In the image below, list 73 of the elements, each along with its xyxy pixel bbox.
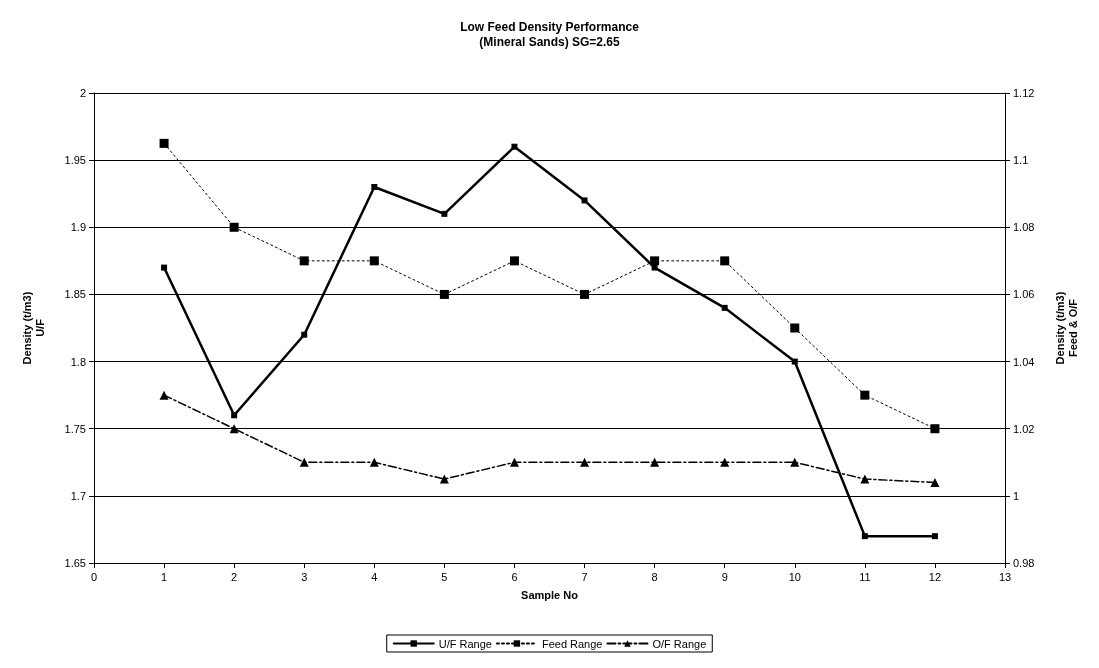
- x-tick-label: 10: [788, 570, 801, 583]
- y-axis-title: Density (t/m3) U/F: [20, 291, 46, 365]
- point: [299, 457, 309, 467]
- chart-title: Low Feed Density Performance (Mineral Sands) SG=2.65: [460, 19, 640, 49]
- point: [861, 533, 868, 540]
- y2-tick-label: 1.1: [1013, 154, 1029, 167]
- x-tick-label: 2: [231, 570, 238, 583]
- point: [439, 289, 449, 299]
- point: [580, 457, 590, 467]
- point: [931, 533, 938, 540]
- y-tick-label: 1.75: [64, 422, 86, 435]
- point: [509, 457, 519, 467]
- legend-label: Feed Range: [541, 637, 603, 650]
- point: [930, 424, 940, 434]
- y2-tick-label: 1.12: [1013, 87, 1035, 99]
- point: [511, 143, 518, 150]
- legend-label: U/F Range: [438, 637, 492, 650]
- x-tick-label: 4: [371, 570, 378, 583]
- x-tick-label: 12: [928, 570, 942, 583]
- y-tick-label: 1.7: [70, 489, 86, 502]
- point: [930, 477, 940, 487]
- y2-tick-label: 1.08: [1013, 221, 1035, 234]
- y2-tick-label: 1.04: [1013, 355, 1035, 368]
- point: [790, 457, 800, 467]
- point: [299, 256, 309, 266]
- point: [791, 358, 798, 365]
- x-tick-label: 1: [161, 570, 168, 583]
- legend-label: O/F Range: [652, 637, 707, 650]
- y2-tick-label: 1.02: [1013, 422, 1035, 435]
- point: [509, 256, 519, 266]
- y-tick-label: 2: [79, 87, 86, 99]
- y2-axis-title: Density (t/m3) Feed & O/F: [1053, 291, 1079, 365]
- x-tick-label: 11: [859, 570, 871, 583]
- point: [720, 457, 730, 467]
- point: [301, 331, 308, 338]
- point: [371, 184, 378, 190]
- point: [369, 256, 379, 266]
- point: [651, 264, 658, 271]
- point: [650, 457, 660, 467]
- point: [860, 474, 870, 484]
- point: [720, 256, 730, 266]
- point: [580, 289, 590, 299]
- point: [159, 390, 169, 400]
- x-tick-label: 5: [441, 570, 448, 583]
- point: [369, 457, 379, 467]
- y2-tick-label: 0.98: [1013, 557, 1035, 569]
- y-tick-label: 1.95: [64, 154, 86, 167]
- y2-tick-label: 1.06: [1013, 288, 1035, 301]
- x-tick-label: 0: [90, 570, 98, 583]
- point: [860, 390, 870, 400]
- point: [161, 264, 168, 271]
- y-tick-label: 1.65: [64, 557, 86, 569]
- point: [581, 197, 588, 204]
- x-axis-title: Sample No: [521, 588, 579, 601]
- y-tick-label: 1.85: [64, 288, 86, 301]
- point: [229, 424, 239, 434]
- point: [231, 412, 238, 419]
- y-tick-label: 1.8: [70, 355, 86, 368]
- point: [721, 304, 728, 311]
- point: [159, 138, 169, 148]
- point: [229, 222, 239, 232]
- x-tick-label: 8: [651, 570, 658, 583]
- point: [441, 210, 448, 217]
- point: [650, 256, 660, 266]
- point: [439, 474, 449, 484]
- x-tick-label: 6: [511, 570, 518, 583]
- y2-tick-label: 1: [1013, 489, 1020, 502]
- x-tick-label: 7: [581, 570, 588, 583]
- x-tick-label: 9: [721, 570, 728, 583]
- x-tick-label: 3: [301, 570, 308, 583]
- x-tick-label: 13: [998, 570, 1012, 583]
- y-tick-label: 1.9: [70, 221, 86, 234]
- point: [790, 323, 800, 333]
